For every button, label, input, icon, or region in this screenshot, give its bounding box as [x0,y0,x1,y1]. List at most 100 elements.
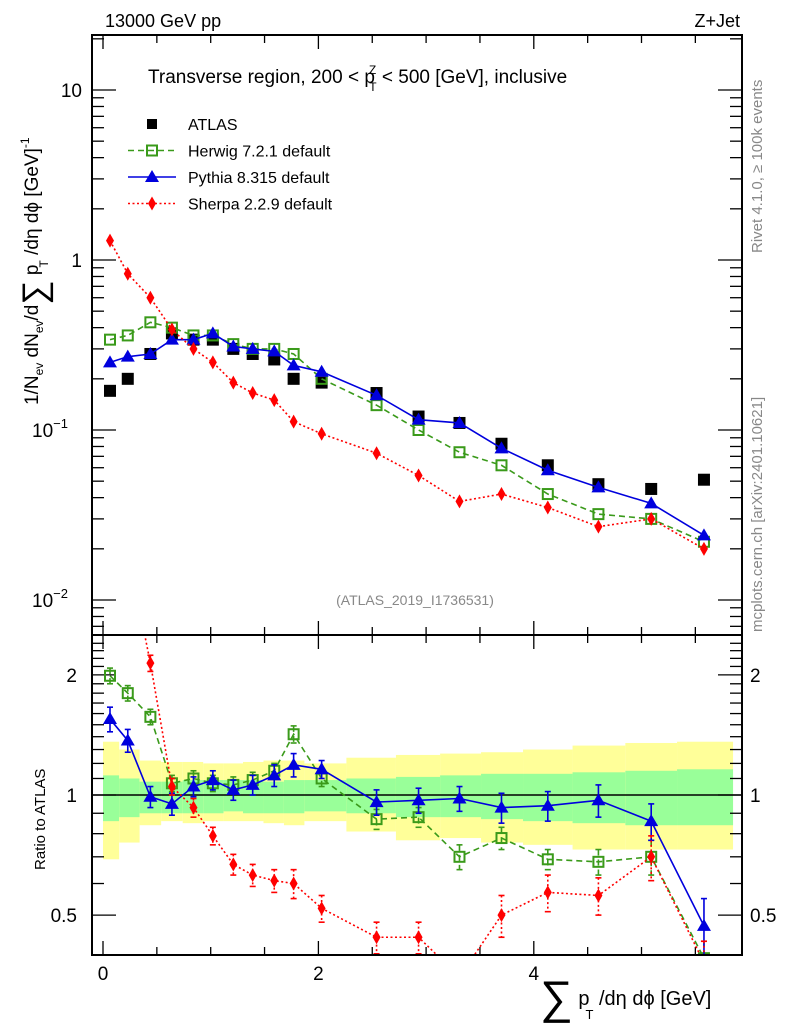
y-tick-label-ratio-right: 2 [750,666,761,687]
marker-open-square [412,424,425,436]
marker-triangle [591,793,606,806]
marker-triangle [164,332,179,345]
marker-diamond [270,873,279,888]
marker-triangle [226,339,241,352]
marker-diamond [594,888,603,903]
marker-diamond [647,511,656,526]
marker-diamond [414,468,423,483]
marker-diamond [106,233,115,248]
y-tick-label-exponent: −2 [53,586,68,601]
series-line [109,321,705,543]
marker-triangle [164,796,179,809]
x-tick-label: 2 [313,964,324,985]
marker-open-square [121,329,134,342]
marker-diamond [229,857,238,872]
y-tick-label-ratio-right: 0.5 [750,906,776,927]
marker-open-square [104,669,117,682]
marker-open-square [453,850,466,863]
marker-triangle [120,349,135,362]
marker-triangle [452,415,467,428]
marker-square [287,372,300,385]
marker-triangle [696,918,711,931]
marker-square [268,353,281,366]
marker-diamond [700,956,708,970]
mcplots-label: mcplots.cern.ch [arXiv:2401.10621] [749,397,766,632]
marker-triangle [494,441,509,454]
marker-diamond [208,355,217,370]
marker-diamond [497,487,506,502]
marker-diamond [317,426,326,441]
beam-label: 13000 GeV pp [105,11,221,31]
marker-square [697,473,710,486]
marker-diamond [543,885,552,900]
marker-diamond [455,970,463,984]
marker-diamond [124,543,132,557]
marker-triangle [540,463,555,476]
marker-triangle [267,344,282,357]
series-sherpa [106,437,708,984]
marker-triangle [540,798,555,811]
marker-triangle [314,762,329,775]
marker-diamond [699,541,708,556]
marker-diamond [106,437,114,451]
axis-ticks [92,35,742,955]
marker-triangle [205,773,220,786]
series-sherpa [106,233,708,556]
marker-diamond [270,393,279,408]
stat-uncertainty-band [346,778,396,814]
y-tick-label-main: 10−1 [32,416,68,442]
x-tick-label: 4 [529,964,540,985]
marker-diamond [372,446,381,461]
series-line [109,675,703,954]
legend: ATLAS Herwig 7.2.1 default Pythia 8.315 de… [128,117,333,214]
marker-triangle [286,358,301,371]
y-tick-label-ratio-left: 0.5 [51,906,77,927]
marker-triangle [143,789,158,802]
legend-label: Sherpa 2.2.9 default [188,197,333,214]
marker-open-square [495,459,508,472]
marker-triangle [143,346,158,359]
marker-square [121,372,134,385]
marker-triangle [103,355,118,368]
marker-diamond [248,386,257,401]
main-series-layer [103,233,711,556]
y-tick-label-main: 1 [71,251,82,272]
marker-square [147,119,157,129]
process-label: Z+Jet [694,11,740,31]
marker-triangle [286,757,301,770]
marker-triangle [205,326,220,339]
x-tick-label: 0 [98,964,109,985]
marker-diamond [146,290,155,305]
y-tick-label-ratio-left: 2 [66,666,77,687]
analysis-reference-label: (ATLAS_2019_I1736531) [336,592,494,608]
marker-open-square [287,728,300,741]
marker-open-square [104,333,117,346]
marker-triangle [369,388,384,401]
y-tick-label-ratio-right: 1 [750,786,761,807]
y-tick-label-ratio-left: 1 [66,786,77,807]
series-line [144,636,701,954]
marker-diamond [414,930,423,945]
legend-label: Pythia 8.315 default [188,170,330,187]
marker-triangle [452,791,467,804]
marker-diamond [167,779,176,794]
marker-diamond [248,868,257,883]
marker-triangle [186,332,201,345]
marker-open-square [495,832,508,845]
marker-triangle [226,782,241,795]
marker-open-square [541,488,554,501]
series-line [109,240,705,550]
marker-triangle [314,364,329,377]
marker-triangle [245,777,260,790]
y-tick-label-main: 10 [61,81,82,102]
marker-diamond [543,500,552,515]
marker-triangle [186,779,201,792]
legend-label: ATLAS [188,117,238,134]
legend-item: ATLAS [147,117,238,134]
stat-uncertainty-band [103,775,120,822]
marker-diamond [208,828,217,843]
marker-diamond [167,322,176,337]
marker-diamond [189,800,198,815]
legend-item: Sherpa 2.2.9 default [128,196,333,214]
marker-diamond [229,375,238,390]
